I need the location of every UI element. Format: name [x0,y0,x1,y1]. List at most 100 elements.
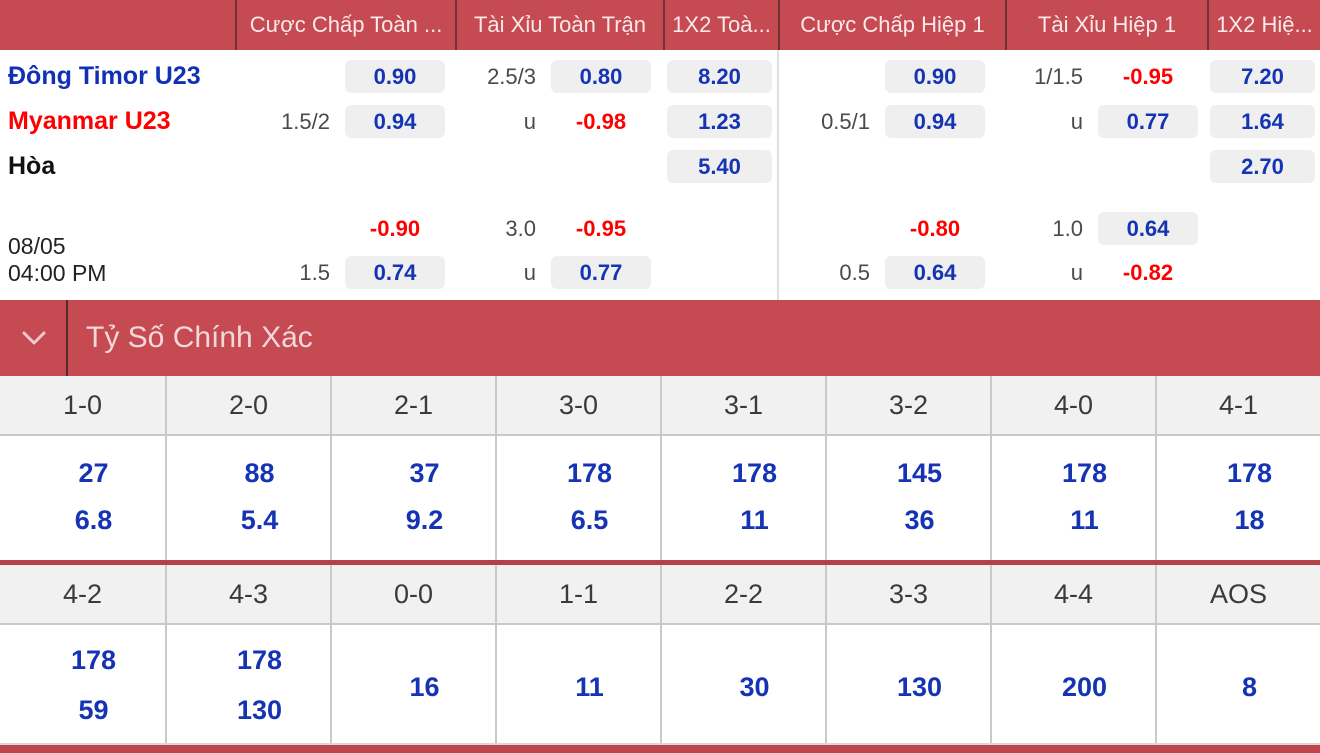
score-header: AOS [1155,565,1320,625]
score-odds-cell[interactable]: 178 59 [0,625,165,743]
score-header: 1-1 [495,565,660,625]
odds-cell: 0.5 0.64 [778,256,985,289]
odds-cell: 1.0 0.64 [1005,212,1198,245]
odds-cell: 2.70 [1207,150,1315,183]
under-label: u [523,108,536,134]
total-line-label: 3.0 [505,215,536,241]
odds-market-header-row: Cược Chấp Toàn ... Tài Xỉu Toàn Trận 1X2… [0,0,1320,50]
score-odds-cell[interactable]: 16 [330,625,495,743]
odds-table-body: Đông Timor U23 Myanmar U23 Hòa 08/05 04:… [0,50,1320,300]
score-odds-cell[interactable]: 178 18 [1155,436,1320,560]
odds-value-negative[interactable]: -0.95 [1122,63,1174,89]
odds-cell: -0.90 [235,212,445,245]
score-odds-cell[interactable]: 178 130 [165,625,330,743]
odds-pill[interactable]: 1.23 [667,105,772,138]
handicap-line-label: 0.5 [839,259,870,285]
odds-cell: u -0.98 [455,105,651,138]
odds-cell: u -0.82 [1005,256,1198,289]
team-name-away: Myanmar U23 [8,107,171,135]
total-line-label: 1/1.5 [1034,63,1083,89]
section-title: Tỷ Số Chính Xác [86,321,313,354]
header-1x2-firsthalf[interactable]: 1X2 Hiệ... [1207,0,1320,50]
score-header: 4-1 [1155,376,1320,436]
odds-value-negative[interactable]: -0.90 [369,215,421,241]
odds-pill[interactable]: 0.94 [885,105,985,138]
total-line-label: 1.0 [1052,215,1083,241]
bottom-gray-line [0,743,1320,745]
score-blocks-divider [0,560,1320,565]
draw-label: Hòa [8,152,56,180]
match-datetime: 08/05 04:00 PM [8,233,106,287]
odds-value-negative[interactable]: -0.98 [575,108,627,134]
score-header: 4-0 [990,376,1155,436]
score-odds-cell[interactable]: 178 6.5 [495,436,660,560]
odds-cell: 0.90 [235,60,445,93]
odds-cell: -0.80 [778,212,985,245]
odds-cell: u 0.77 [455,256,651,289]
chevron-down-icon[interactable] [22,331,46,351]
handicap-line-label: 1.5 [299,259,330,285]
score-odds-cell[interactable]: 130 [825,625,990,743]
score-values-row-2: 178 59 178 130 16 11 30 130 200 8 [0,625,1320,743]
odds-pill[interactable]: 7.20 [1210,60,1315,93]
team-name-home: Đông Timor U23 [8,62,201,90]
score-odds-cell[interactable]: 88 5.4 [165,436,330,560]
score-header-row-2: 4-2 4-3 0-0 1-1 2-2 3-3 4-4 AOS [0,565,1320,625]
odds-pill[interactable]: 2.70 [1210,150,1315,183]
odds-cell: 8.20 [663,60,772,93]
header-handicap-firsthalf[interactable]: Cược Chấp Hiệp 1 [778,0,1005,50]
score-odds-cell[interactable]: 37 9.2 [330,436,495,560]
score-odds-cell[interactable]: 27 6.8 [0,436,165,560]
score-header: 2-0 [165,376,330,436]
odds-pill[interactable]: 1.64 [1210,105,1315,138]
odds-pill[interactable]: 0.90 [885,60,985,93]
score-header: 4-3 [165,565,330,625]
odds-pill[interactable]: 0.90 [345,60,445,93]
score-odds-cell[interactable]: 30 [660,625,825,743]
under-label: u [1070,259,1083,285]
odds-cell: 1.5/2 0.94 [235,105,445,138]
odds-pill[interactable]: 0.80 [551,60,651,93]
score-odds-cell[interactable]: 178 11 [990,436,1155,560]
odds-pill[interactable]: 0.64 [885,256,985,289]
score-header: 3-0 [495,376,660,436]
odds-cell: 1.64 [1207,105,1315,138]
odds-cell: 0.5/1 0.94 [778,105,985,138]
header-overunder-fulltime[interactable]: Tài Xỉu Toàn Trận [455,0,663,50]
match-date: 08/05 [8,233,66,259]
score-odds-cell[interactable]: 178 11 [660,436,825,560]
odds-pill[interactable]: 0.77 [551,256,651,289]
odds-value-negative[interactable]: -0.80 [909,215,961,241]
odds-value-negative[interactable]: -0.95 [575,215,627,241]
correct-score-section-header[interactable]: Tỷ Số Chính Xác [0,300,1320,376]
under-label: u [523,259,536,285]
odds-pill[interactable]: 8.20 [667,60,772,93]
section-bar-divider [66,300,68,376]
score-odds-cell[interactable]: 200 [990,625,1155,743]
score-values-row-1: 27 6.8 88 5.4 37 9.2 178 6.5 178 11 145 36 178… [0,436,1320,560]
score-header-row-1: 1-0 2-0 2-1 3-0 3-1 3-2 4-0 4-1 [0,376,1320,436]
odds-cell: 2.5/3 0.80 [455,60,651,93]
score-odds-cell[interactable]: 11 [495,625,660,743]
bottom-red-bar [0,745,1320,753]
header-overunder-firsthalf[interactable]: Tài Xỉu Hiệp 1 [1005,0,1207,50]
odds-cell: 5.40 [663,150,772,183]
odds-pill[interactable]: 5.40 [667,150,772,183]
odds-cell: 1.5 0.74 [235,256,445,289]
odds-pill[interactable]: 0.64 [1098,212,1198,245]
score-header: 4-4 [990,565,1155,625]
score-odds-cell[interactable]: 8 [1155,625,1320,743]
score-header: 2-2 [660,565,825,625]
header-1x2-fulltime[interactable]: 1X2 Toà... [663,0,778,50]
match-time: 04:00 PM [8,260,107,286]
header-handicap-fulltime[interactable]: Cược Chấp Toàn ... [235,0,455,50]
odds-value-negative[interactable]: -0.82 [1122,259,1174,285]
score-header: 4-2 [0,565,165,625]
header-blank-cell [0,0,235,50]
odds-pill[interactable]: 0.94 [345,105,445,138]
score-odds-cell[interactable]: 145 36 [825,436,990,560]
odds-pill[interactable]: 0.74 [345,256,445,289]
odds-pill[interactable]: 0.77 [1098,105,1198,138]
odds-cell: u 0.77 [1005,105,1198,138]
odds-cell: 7.20 [1207,60,1315,93]
